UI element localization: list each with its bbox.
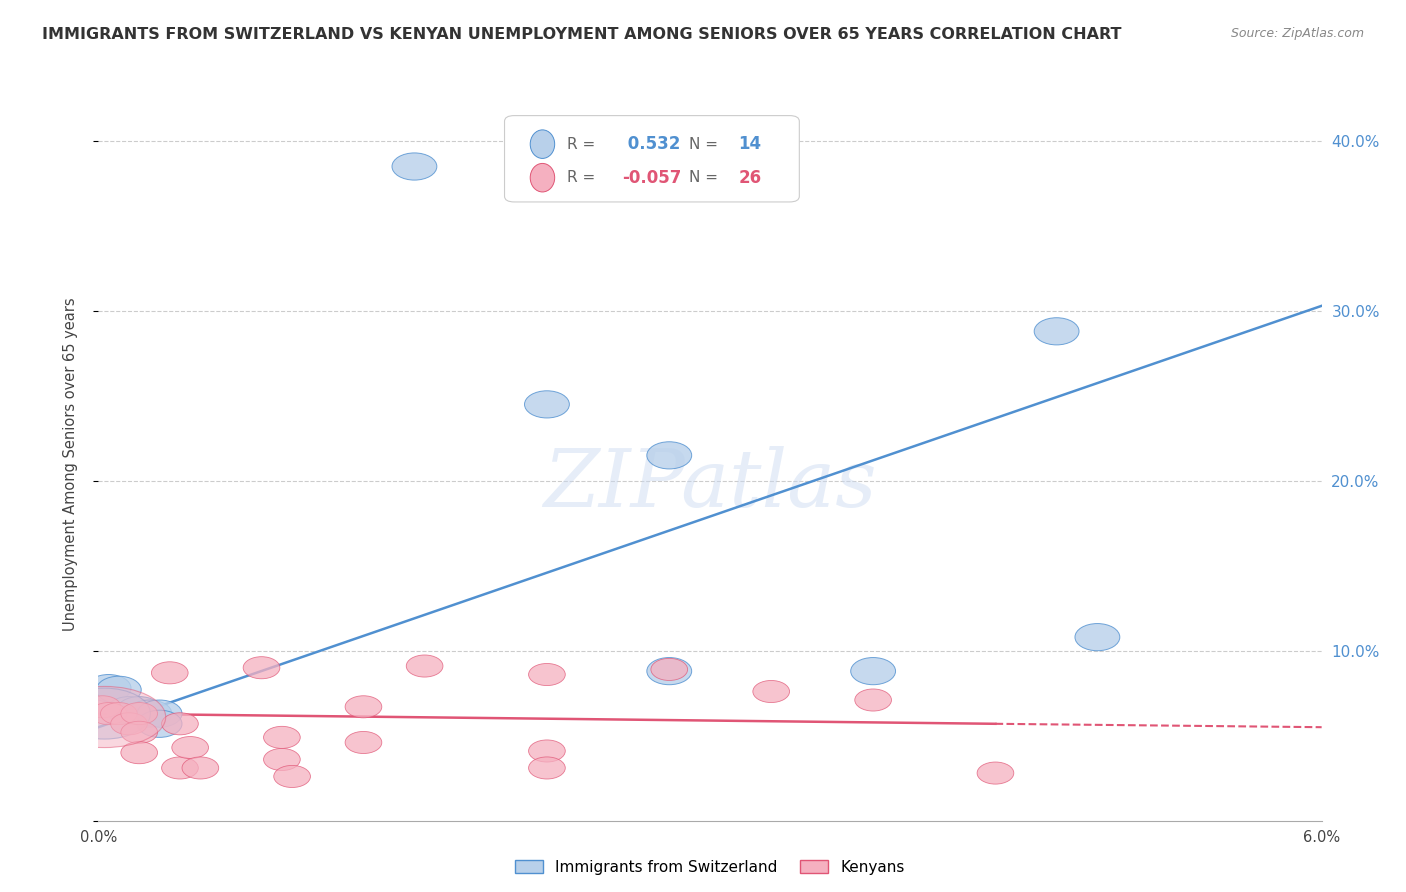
Ellipse shape <box>172 737 208 758</box>
Ellipse shape <box>107 697 152 723</box>
Ellipse shape <box>162 713 198 735</box>
Ellipse shape <box>530 163 555 192</box>
Ellipse shape <box>651 658 688 681</box>
Text: -0.057: -0.057 <box>621 169 682 186</box>
Ellipse shape <box>127 700 172 727</box>
Ellipse shape <box>117 697 162 723</box>
Ellipse shape <box>406 655 443 677</box>
Ellipse shape <box>44 687 166 747</box>
Text: N =: N = <box>689 170 718 186</box>
Ellipse shape <box>97 676 141 704</box>
Ellipse shape <box>162 757 198 779</box>
Ellipse shape <box>529 740 565 762</box>
Ellipse shape <box>274 765 311 788</box>
Ellipse shape <box>344 731 382 754</box>
Ellipse shape <box>121 703 157 724</box>
Ellipse shape <box>524 391 569 418</box>
Ellipse shape <box>84 696 121 718</box>
Ellipse shape <box>344 696 382 718</box>
Text: Source: ZipAtlas.com: Source: ZipAtlas.com <box>1230 27 1364 40</box>
Legend: Immigrants from Switzerland, Kenyans: Immigrants from Switzerland, Kenyans <box>509 854 911 880</box>
Ellipse shape <box>152 662 188 684</box>
Ellipse shape <box>243 657 280 679</box>
Ellipse shape <box>392 153 437 180</box>
Ellipse shape <box>121 741 157 764</box>
Text: 0.532: 0.532 <box>621 136 681 153</box>
Text: 14: 14 <box>738 136 761 153</box>
Ellipse shape <box>530 130 555 159</box>
Ellipse shape <box>851 657 896 685</box>
Ellipse shape <box>529 757 565 779</box>
Ellipse shape <box>647 442 692 469</box>
Ellipse shape <box>1076 624 1119 651</box>
Ellipse shape <box>647 657 692 685</box>
Ellipse shape <box>59 688 150 739</box>
Text: IMMIGRANTS FROM SWITZERLAND VS KENYAN UNEMPLOYMENT AMONG SENIORS OVER 65 YEARS C: IMMIGRANTS FROM SWITZERLAND VS KENYAN UN… <box>42 27 1122 42</box>
Text: R =: R = <box>567 136 595 152</box>
Ellipse shape <box>1035 318 1078 345</box>
Ellipse shape <box>529 664 565 686</box>
Text: R =: R = <box>567 170 595 186</box>
Ellipse shape <box>90 703 127 724</box>
Ellipse shape <box>86 674 131 702</box>
Ellipse shape <box>121 722 157 743</box>
Text: ZIPatlas: ZIPatlas <box>543 447 877 524</box>
Text: N =: N = <box>689 136 718 152</box>
Text: 26: 26 <box>738 169 761 186</box>
Ellipse shape <box>752 681 790 703</box>
Ellipse shape <box>977 762 1014 784</box>
Ellipse shape <box>181 757 219 779</box>
Ellipse shape <box>138 710 181 738</box>
FancyBboxPatch shape <box>505 116 800 202</box>
Ellipse shape <box>111 713 148 735</box>
Ellipse shape <box>100 703 138 724</box>
Y-axis label: Unemployment Among Seniors over 65 years: Unemployment Among Seniors over 65 years <box>63 297 77 631</box>
Ellipse shape <box>263 726 301 748</box>
Ellipse shape <box>138 700 181 727</box>
Ellipse shape <box>263 748 301 771</box>
Ellipse shape <box>855 689 891 711</box>
